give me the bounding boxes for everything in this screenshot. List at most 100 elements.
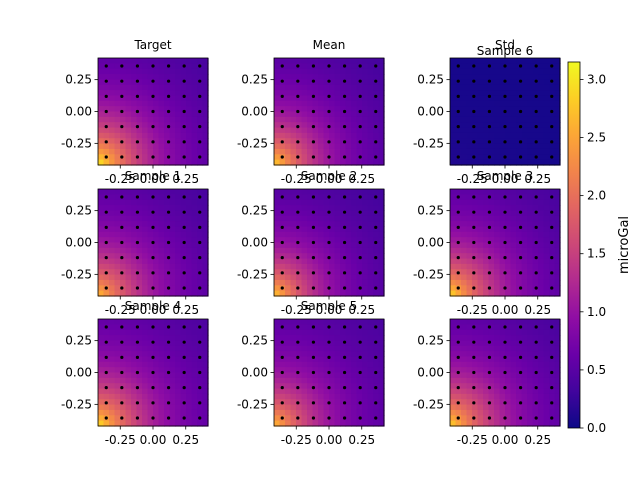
heatmap-cell (329, 263, 336, 270)
heatmap-cell (521, 79, 528, 86)
heatmap-cell (180, 351, 187, 358)
heatmap-cell (98, 132, 105, 139)
heatmap-cell (373, 111, 380, 118)
heatmap-cell (301, 258, 308, 265)
heatmap-cell (362, 409, 369, 416)
heatmap-cell (549, 393, 556, 400)
heatmap-cell (351, 138, 358, 145)
heatmap-cell (318, 274, 325, 281)
heatmap-cell (301, 132, 308, 139)
heatmap-cell (197, 356, 204, 363)
heatmap-cell (175, 237, 182, 244)
heatmap-cell (334, 199, 341, 206)
heatmap-cell (472, 242, 479, 249)
heatmap-cell (274, 420, 281, 427)
heatmap-cell (483, 90, 490, 97)
heatmap-cell (532, 393, 539, 400)
heatmap-cell (312, 383, 319, 390)
heatmap-cell (191, 253, 198, 260)
heatmap-cell (532, 231, 539, 238)
heatmap-cell (329, 335, 336, 341)
heatmap-cell (510, 148, 517, 155)
heatmap-cell (312, 290, 319, 297)
heatmap-cell (131, 194, 138, 201)
sensor-point (518, 225, 523, 229)
heatmap-cell (466, 393, 473, 400)
heatmap-cell (169, 199, 176, 206)
heatmap-cell (307, 189, 314, 195)
heatmap-cell (450, 372, 457, 379)
heatmap-cell (516, 111, 523, 118)
heatmap-cell (356, 263, 363, 270)
heatmap-cell (378, 279, 385, 286)
heatmap-cell (543, 285, 550, 292)
heatmap-cell (147, 148, 154, 155)
heatmap-cell (202, 388, 209, 395)
sensor-point (311, 386, 316, 390)
heatmap-cell (147, 226, 154, 233)
heatmap-cell (538, 58, 545, 64)
heatmap-cell (301, 263, 308, 270)
sensor-point (456, 210, 460, 214)
heatmap-cell (334, 143, 341, 150)
heatmap-cell (180, 100, 187, 107)
heatmap-cell (136, 372, 143, 379)
x-tick-label: -0.25 (105, 303, 136, 317)
heatmap-cell (142, 194, 149, 201)
heatmap-cell (499, 205, 506, 211)
heatmap-cell (98, 279, 105, 286)
heatmap-cell (153, 205, 160, 211)
heatmap-cell (125, 345, 132, 352)
heatmap-cell (114, 143, 121, 150)
sensor-point (358, 195, 362, 199)
heatmap-cell (329, 409, 336, 416)
heatmap-cell (175, 199, 182, 206)
heatmap-cell (510, 319, 517, 325)
sensor-point (534, 140, 538, 144)
heatmap-cell (125, 210, 132, 217)
sensor-point (120, 240, 124, 245)
heatmap-cell (472, 258, 479, 265)
heatmap-cell (505, 95, 512, 102)
heatmap-cell (538, 279, 545, 286)
heatmap-cell (175, 335, 182, 341)
heatmap-cell (549, 106, 556, 113)
heatmap-cell (477, 367, 484, 374)
sensor-point (327, 355, 331, 359)
heatmap-cell (191, 58, 198, 64)
heatmap-cell (125, 95, 132, 102)
heatmap-cell (274, 372, 281, 379)
heatmap-cell (186, 340, 193, 347)
heatmap-cell (334, 319, 341, 325)
heatmap-cell (362, 329, 369, 336)
heatmap-cell (307, 148, 314, 155)
heatmap-cell (312, 361, 319, 368)
heatmap-cell (147, 263, 154, 270)
panel-title: Sample 5 (301, 299, 357, 313)
heatmap-cell (340, 383, 347, 390)
sensor-point (120, 401, 124, 405)
heatmap-cell (169, 79, 176, 86)
heatmap-cell (505, 404, 512, 411)
heatmap-cell (494, 247, 501, 254)
heatmap-cell (543, 90, 550, 97)
heatmap-cell (505, 226, 512, 233)
heatmap-cell (477, 404, 484, 411)
heatmap-cell (483, 351, 490, 358)
heatmap-cell (296, 319, 303, 325)
heatmap-cell (120, 237, 127, 244)
heatmap-cell (345, 90, 352, 97)
heatmap-cell (103, 127, 110, 134)
heatmap-cell (301, 290, 308, 297)
sensor-point (456, 355, 460, 359)
heatmap-cell (186, 74, 193, 80)
heatmap-cell (356, 345, 363, 352)
sensor-point (296, 155, 300, 159)
heatmap-cell (103, 319, 110, 325)
heatmap-cell (98, 95, 105, 102)
heatmap-cell (290, 79, 297, 86)
heatmap-cell (114, 383, 121, 390)
heatmap-cell (301, 194, 308, 201)
heatmap-cell (296, 100, 303, 107)
heatmap-cell (532, 377, 539, 384)
